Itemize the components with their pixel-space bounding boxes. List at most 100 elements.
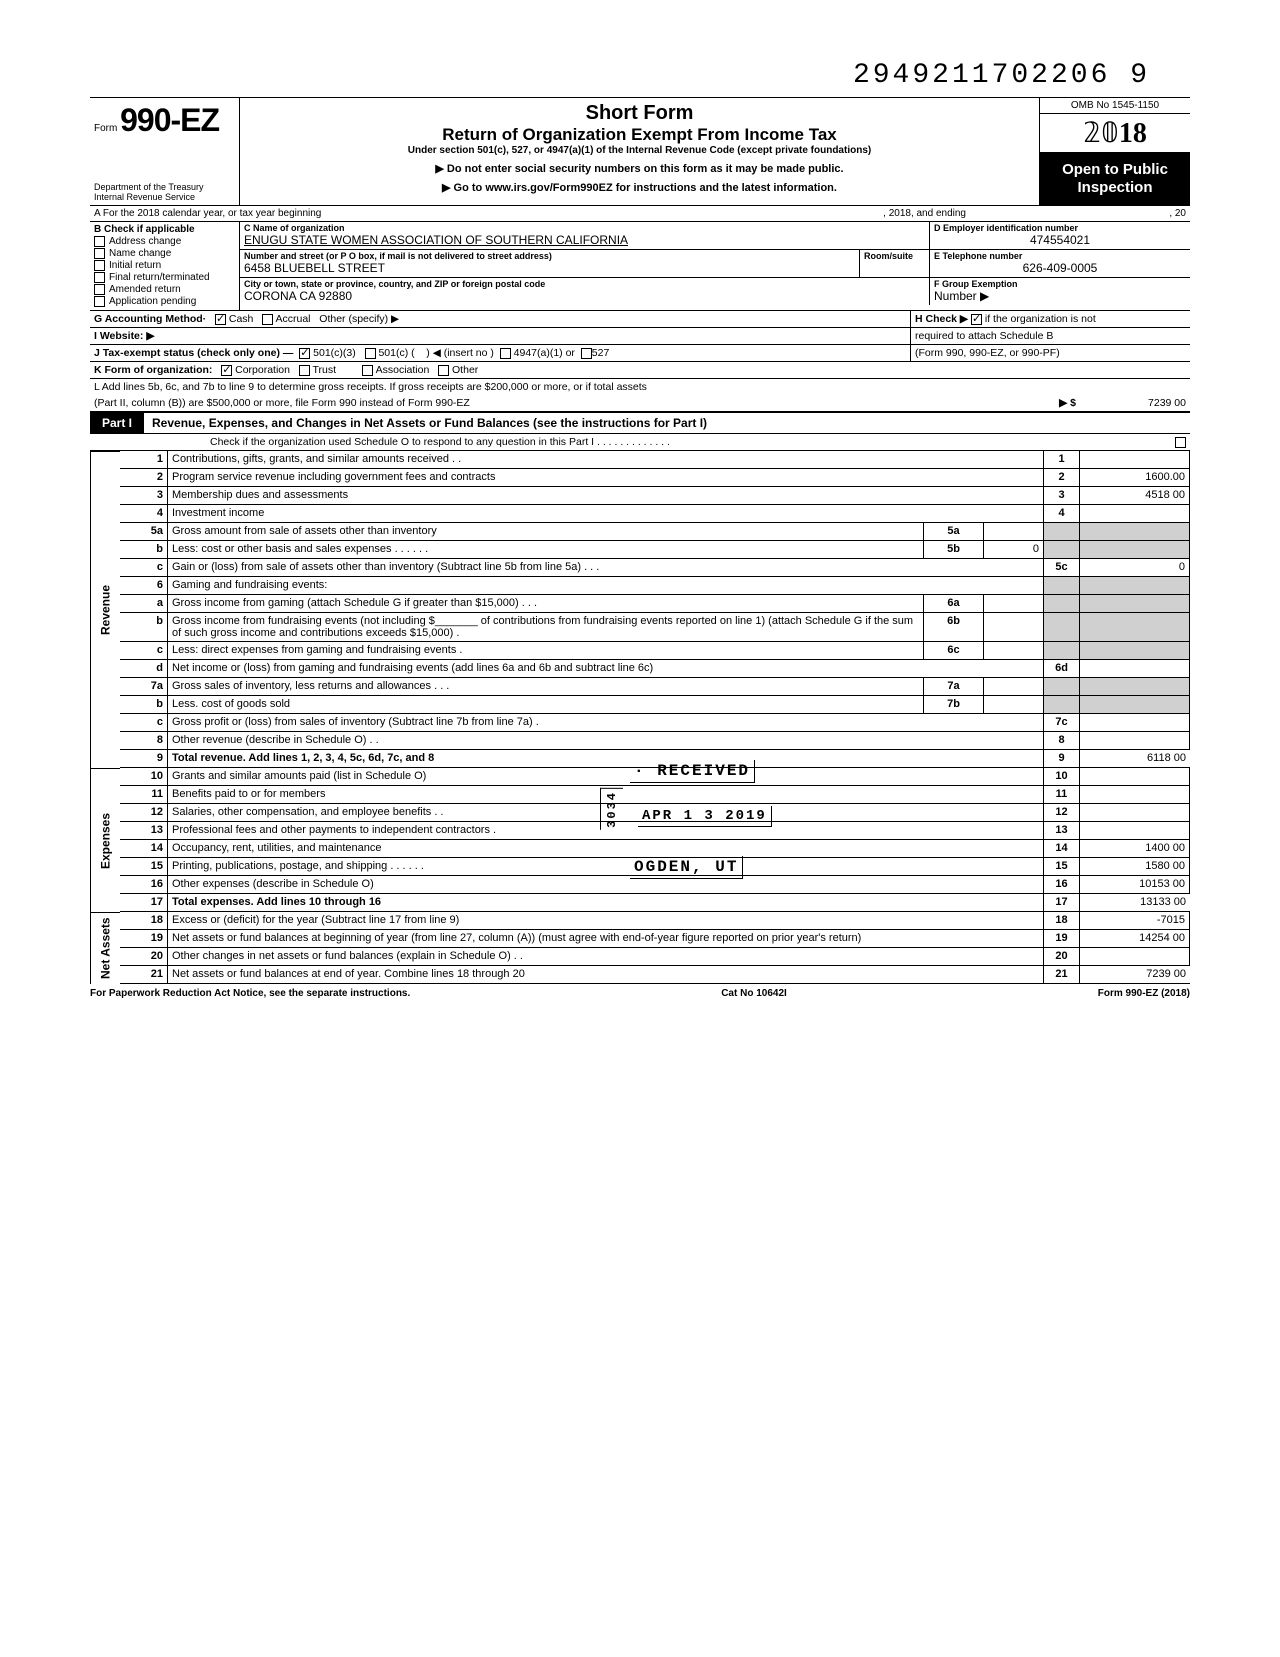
org-name: ENUGU STATE WOMEN ASSOCIATION OF SOUTHER… xyxy=(240,233,929,249)
checkbox-final-return[interactable] xyxy=(94,272,105,283)
checkbox-pending[interactable] xyxy=(94,296,105,307)
amount xyxy=(1080,451,1190,469)
dept-irs: Internal Revenue Service xyxy=(94,193,235,203)
checkbox-trust[interactable] xyxy=(299,365,310,376)
mid-label: 6a xyxy=(924,595,984,613)
amount: 0 xyxy=(1080,559,1190,577)
line-desc: Less: cost or other basis and sales expe… xyxy=(168,541,924,559)
stamp-received: · RECEIVED xyxy=(630,760,755,783)
checkbox-501c[interactable] xyxy=(365,348,376,359)
checkbox-4947[interactable] xyxy=(500,348,511,359)
line-desc: Membership dues and assessments xyxy=(168,487,1044,505)
page-footer: For Paperwork Reduction Act Notice, see … xyxy=(90,988,1190,999)
lbl-l2: (Part II, column (B)) are $500,000 or mo… xyxy=(90,395,1055,411)
right-num: 13 xyxy=(1044,822,1080,840)
row-l1: L Add lines 5b, 6c, and 7b to line 9 to … xyxy=(90,379,1190,395)
row-j: J Tax-exempt status (check only one) — 5… xyxy=(90,345,1190,362)
right-num: 15 xyxy=(1044,858,1080,876)
lbl-h-check: H Check ▶ xyxy=(915,313,968,325)
line-number: 1 xyxy=(120,451,168,469)
checkbox-amended[interactable] xyxy=(94,284,105,295)
section-bcdef: B Check if applicable Address change Nam… xyxy=(90,222,1190,311)
checkbox-address-change[interactable] xyxy=(94,236,105,247)
lbl-street: Number and street (or P O box, if mail i… xyxy=(240,250,859,261)
line-desc: Gross sales of inventory, less returns a… xyxy=(168,678,924,696)
side-label: Expenses xyxy=(90,768,120,912)
mid-value xyxy=(984,678,1044,696)
arrow-l: ▶ $ xyxy=(1055,395,1080,411)
line-number: 14 xyxy=(120,840,168,858)
checkbox-initial-return[interactable] xyxy=(94,260,105,271)
right-num: 11 xyxy=(1044,786,1080,804)
amount xyxy=(1080,948,1190,966)
right-num: 4 xyxy=(1044,505,1080,523)
amount: 6118 00 xyxy=(1080,750,1190,768)
line-desc: Gross income from fundraising events (no… xyxy=(168,613,924,642)
lbl-association: Association xyxy=(376,364,430,376)
lbl-4947: 4947(a)(1) or xyxy=(514,347,575,359)
mid-value xyxy=(984,523,1044,541)
lbl-org-name: C Name of organization xyxy=(240,222,929,233)
checkbox-501c3[interactable] xyxy=(299,348,310,359)
right-num: 21 xyxy=(1044,966,1080,984)
lbl-accounting: G Accounting Method· xyxy=(94,313,206,325)
line-desc: Contributions, gifts, grants, and simila… xyxy=(168,451,1044,469)
line-number: 6 xyxy=(120,577,168,595)
checkbox-corporation[interactable] xyxy=(221,365,232,376)
amount: 4518 00 xyxy=(1080,487,1190,505)
checkbox-schedule-o[interactable] xyxy=(1175,437,1186,448)
shaded-cell xyxy=(1044,541,1080,559)
amount: 1580 00 xyxy=(1080,858,1190,876)
checkbox-accrual[interactable] xyxy=(262,314,273,325)
form-number: Form 990-EZ xyxy=(94,102,235,139)
line-desc: Gross income from gaming (attach Schedul… xyxy=(168,595,924,613)
line-desc: Grants and similar amounts paid (list in… xyxy=(168,768,1044,786)
part1-check-text: Check if the organization used Schedule … xyxy=(90,434,1171,450)
shaded-cell xyxy=(1044,642,1080,660)
row-a-end: , 20 xyxy=(970,206,1190,221)
line-desc: Gross amount from sale of assets other t… xyxy=(168,523,924,541)
shaded-cell xyxy=(1044,678,1080,696)
stamp-date: APR 1 3 2019 xyxy=(638,806,772,827)
instructions-link: ▶ Go to www.irs.gov/Form990EZ for instru… xyxy=(248,181,1031,194)
amount: 10153 00 xyxy=(1080,876,1190,894)
lbl-pending: Application pending xyxy=(109,296,196,307)
right-num: 6d xyxy=(1044,660,1080,678)
footer-cat-no: Cat No 10642I xyxy=(721,988,787,999)
checkbox-cash[interactable] xyxy=(215,314,226,325)
right-num: 16 xyxy=(1044,876,1080,894)
shaded-cell xyxy=(1044,577,1080,595)
value-l: 7239 00 xyxy=(1080,395,1190,411)
lbl-trust: Trust xyxy=(312,364,336,376)
checkbox-association[interactable] xyxy=(362,365,373,376)
line-number: 13 xyxy=(120,822,168,840)
shaded-cell xyxy=(1044,613,1080,642)
lbl-phone: E Telephone number xyxy=(930,250,1190,261)
amount: 1400 00 xyxy=(1080,840,1190,858)
mid-label: 5b xyxy=(924,541,984,559)
line-number: 8 xyxy=(120,732,168,750)
shaded-cell xyxy=(1044,595,1080,613)
checkbox-name-change[interactable] xyxy=(94,248,105,259)
row-g-h: G Accounting Method· Cash Accrual Other … xyxy=(90,311,1190,328)
part1-check: Check if the organization used Schedule … xyxy=(90,434,1190,451)
lbl-final-return: Final return/terminated xyxy=(109,272,210,283)
side-label: Revenue xyxy=(90,451,120,768)
phone-value: 626-409-0005 xyxy=(930,261,1190,277)
checkbox-not-required-b[interactable] xyxy=(971,314,982,325)
lbl-l1: L Add lines 5b, 6c, and 7b to line 9 to … xyxy=(90,379,1190,395)
shaded-cell xyxy=(1080,613,1190,642)
checkbox-other-org[interactable] xyxy=(438,365,449,376)
amount: 14254 00 xyxy=(1080,930,1190,948)
line-desc: Total revenue. Add lines 1, 2, 3, 4, 5c,… xyxy=(168,750,1044,768)
shaded-cell xyxy=(1080,595,1190,613)
line-number: c xyxy=(120,559,168,577)
line-desc: Gaming and fundraising events: xyxy=(168,577,1044,595)
shaded-cell xyxy=(1080,577,1190,595)
checkbox-527[interactable] xyxy=(581,348,592,359)
right-num: 10 xyxy=(1044,768,1080,786)
right-num: 12 xyxy=(1044,804,1080,822)
title-return: Return of Organization Exempt From Incom… xyxy=(248,125,1031,145)
right-num: 7c xyxy=(1044,714,1080,732)
line-number: c xyxy=(120,714,168,732)
